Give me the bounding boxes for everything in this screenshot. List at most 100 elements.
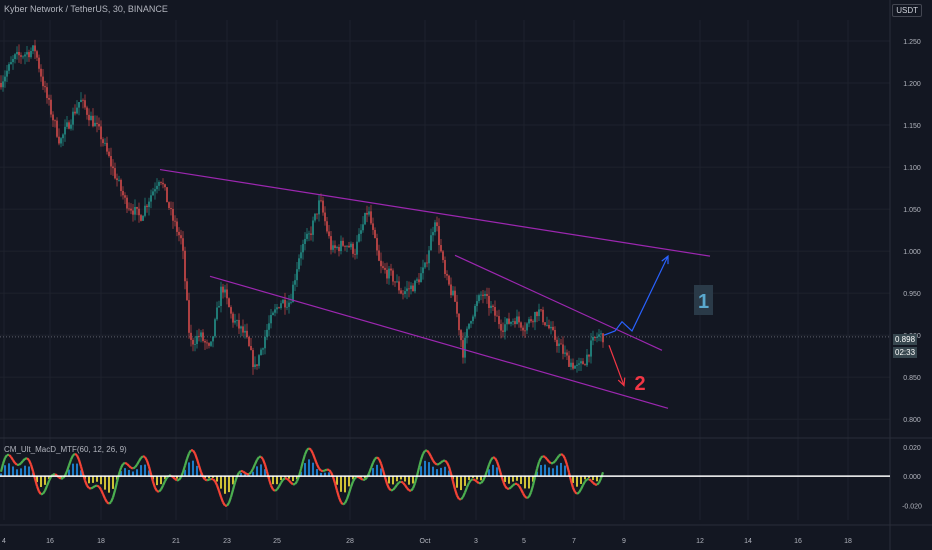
histogram-bar bbox=[348, 476, 350, 487]
candle-body bbox=[478, 295, 480, 302]
histogram-bar bbox=[276, 476, 278, 485]
channel-trendline-2 bbox=[209, 275, 669, 409]
x-tick-label: 3 bbox=[474, 538, 478, 545]
histogram-bar bbox=[436, 469, 438, 477]
macd-segment bbox=[360, 477, 364, 481]
macd-segment bbox=[77, 459, 83, 467]
candle-body bbox=[40, 68, 42, 77]
candle-body bbox=[290, 302, 292, 304]
candle-body bbox=[284, 299, 286, 308]
macd-segment bbox=[463, 486, 469, 493]
macd-segment bbox=[383, 476, 389, 485]
histogram-bar bbox=[24, 465, 26, 477]
candle-body bbox=[134, 207, 136, 215]
histogram-bar bbox=[544, 464, 546, 477]
candle-body bbox=[232, 313, 234, 323]
macd-segment bbox=[306, 447, 310, 451]
candle-body bbox=[36, 51, 38, 58]
candle-body bbox=[42, 76, 44, 87]
candle-body bbox=[476, 301, 478, 307]
candle-body bbox=[12, 59, 14, 63]
macd-segment bbox=[342, 502, 346, 506]
histogram-bar bbox=[464, 476, 466, 486]
macd-segment bbox=[154, 487, 158, 492]
candle-body bbox=[436, 222, 438, 227]
histogram-bar bbox=[496, 467, 498, 477]
candle-body bbox=[16, 51, 18, 55]
candle-body bbox=[144, 205, 146, 216]
macd-segment bbox=[172, 476, 176, 480]
candle-body bbox=[292, 284, 294, 303]
candle-body bbox=[58, 136, 60, 144]
currency-button[interactable]: USDT bbox=[892, 4, 922, 17]
macd-segment bbox=[75, 454, 81, 461]
macd-segment bbox=[526, 495, 530, 500]
y-tick-label: 1.150 bbox=[903, 123, 921, 130]
indicator-layer bbox=[0, 447, 605, 507]
histogram-bar bbox=[216, 476, 218, 482]
macd-segment bbox=[558, 453, 562, 457]
candle-body bbox=[302, 243, 304, 253]
candle-body bbox=[424, 262, 426, 268]
candle-body bbox=[162, 182, 164, 185]
macd-segment bbox=[548, 460, 552, 465]
histogram-bar bbox=[16, 469, 18, 477]
candle-body bbox=[192, 339, 194, 345]
candle-body bbox=[440, 245, 442, 252]
candle-body bbox=[560, 343, 562, 345]
candle-body bbox=[96, 122, 98, 124]
y-tick-label: 1.200 bbox=[903, 81, 921, 88]
histogram-bar bbox=[508, 476, 510, 484]
macd-segment bbox=[580, 484, 584, 490]
macd-segment bbox=[136, 460, 140, 466]
macd-segment bbox=[144, 456, 148, 462]
candle-body bbox=[176, 221, 178, 232]
histogram-bar bbox=[488, 469, 490, 477]
candle-body bbox=[224, 289, 226, 293]
histogram-bar bbox=[148, 470, 150, 477]
candle-body bbox=[430, 235, 432, 251]
candle-body bbox=[92, 115, 94, 127]
macd-segment bbox=[156, 490, 160, 493]
histogram-bar bbox=[592, 476, 594, 481]
macd-segment bbox=[58, 476, 62, 480]
candle-body bbox=[558, 343, 560, 347]
candle-body bbox=[428, 250, 430, 264]
candle-body bbox=[304, 238, 306, 244]
candle-body bbox=[332, 245, 334, 250]
candle-body bbox=[310, 233, 312, 235]
candle-body bbox=[266, 329, 268, 337]
candle-body bbox=[202, 332, 204, 341]
candle-body bbox=[460, 330, 462, 341]
x-tick-label: 16 bbox=[794, 538, 802, 545]
macd-segment bbox=[596, 481, 600, 486]
candle-body bbox=[380, 260, 382, 267]
macd-segment bbox=[111, 490, 117, 498]
macd-segment bbox=[31, 470, 37, 480]
candle-body bbox=[598, 334, 600, 337]
candle-body bbox=[236, 320, 238, 321]
candle-body bbox=[244, 330, 246, 333]
candle-body bbox=[18, 51, 20, 56]
candle-body bbox=[382, 266, 384, 268]
candle-body bbox=[80, 99, 82, 103]
y-tick-label: 1.050 bbox=[903, 207, 921, 214]
candle-body bbox=[186, 281, 188, 301]
candle-body bbox=[216, 307, 218, 320]
candle-body bbox=[532, 321, 534, 323]
macd-segment bbox=[385, 483, 391, 489]
candle-body bbox=[68, 122, 70, 129]
macd-segment bbox=[597, 477, 603, 484]
macd-segment bbox=[67, 459, 73, 466]
histogram-bar bbox=[212, 476, 214, 478]
candle-body bbox=[592, 336, 594, 341]
candle-body bbox=[416, 279, 418, 281]
histogram-bar bbox=[12, 466, 14, 477]
candle-body bbox=[340, 240, 342, 252]
candle-body bbox=[196, 336, 198, 345]
histogram-bar bbox=[96, 476, 98, 482]
candle-body bbox=[408, 288, 410, 290]
x-tick-label: 16 bbox=[46, 538, 54, 545]
histogram-bar bbox=[328, 472, 330, 477]
